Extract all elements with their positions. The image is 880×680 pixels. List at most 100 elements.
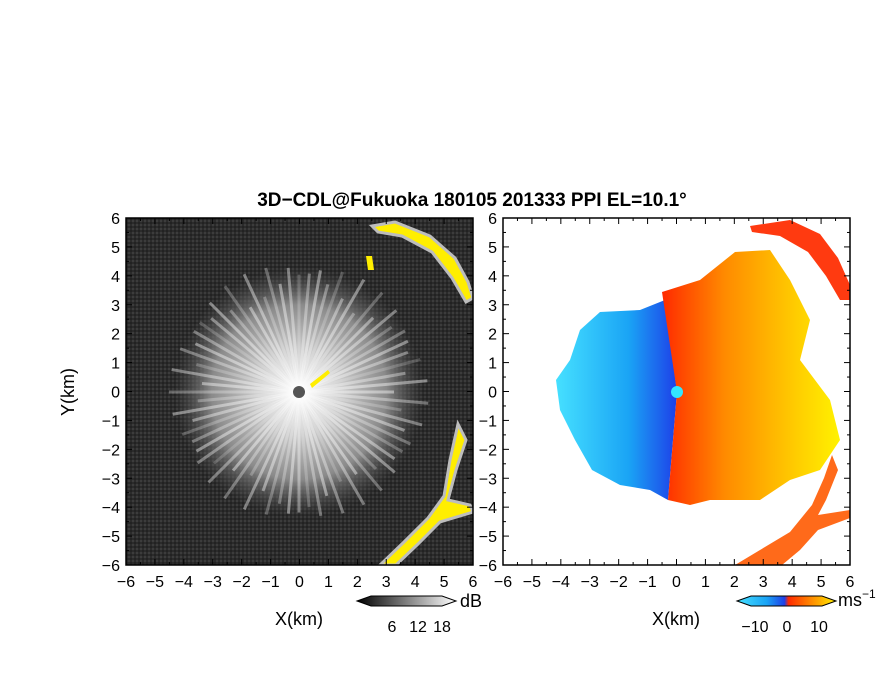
snr-beam-streak <box>297 312 356 393</box>
snr-beam-streak <box>297 391 345 514</box>
y-tick-label: 2 <box>111 327 120 344</box>
snr-beam-streak <box>212 390 300 465</box>
snr-beam-streak <box>298 309 398 394</box>
x-tick-label: 2 <box>730 574 739 591</box>
snr-beam-streak <box>297 391 323 517</box>
snr-beam-streak <box>298 379 428 394</box>
snr-beam-streak <box>298 390 429 405</box>
x-tick-label: 5 <box>817 574 826 591</box>
snr-beam-streak <box>298 390 396 474</box>
y-tick-label: −2 <box>479 442 497 459</box>
x-tick-label: 5 <box>440 574 449 591</box>
x-tick-label: −5 <box>146 574 164 591</box>
snr-panel: −6 −5 −4 −3 −2 −1 0 1 2 3 4 5 6 −6 −5 −4 −3 −2 −1 0 1 2 3 4 5 6 X… <box>58 211 478 629</box>
snr-beam-streak <box>298 371 406 394</box>
snr-beam-streak <box>172 390 300 416</box>
x-tick-label: 2 <box>353 574 362 591</box>
y-tick-label: 1 <box>488 356 497 373</box>
snr-beam-streak <box>297 390 378 471</box>
x-tick-label: −1 <box>261 574 279 591</box>
snr-beam-streak <box>196 363 300 394</box>
snr-echo-spot <box>366 256 374 270</box>
y-tick-label: 0 <box>488 385 497 402</box>
y-tick-label: −5 <box>479 529 497 546</box>
snr-echo-arc-lower <box>377 419 473 565</box>
x-tick-label: 1 <box>324 574 333 591</box>
chart-title: 3D−CDL@Fukuoka 180105 201333 PPI EL=10.1… <box>257 190 687 211</box>
y-tick-label: 0 <box>111 385 120 402</box>
snr-beam-streak <box>298 390 406 432</box>
snr-beam-streak <box>198 321 300 394</box>
x-tick-label: 1 <box>701 574 710 591</box>
velocity-axis-ticks: −6 −5 −4 −3 −2 −1 0 1 2 3 4 5 6 −6 −5 −4 −3 −2 −1 0 1 2 3 4 5 6 <box>479 211 855 591</box>
snr-beam-streak <box>262 296 301 393</box>
y-tick-label: −3 <box>479 471 497 488</box>
velocity-colorbar: −10 0 10 ms−1 <box>735 587 876 636</box>
y-tick-label: 1 <box>111 356 120 373</box>
x-tick-label: 4 <box>788 574 797 591</box>
snr-colorbar-tick: 18 <box>433 619 451 636</box>
x-tick-label: −4 <box>175 574 193 591</box>
snr-beam-streak <box>208 301 301 394</box>
velocity-receding-region <box>662 250 840 505</box>
x-tick-label: −2 <box>610 574 628 591</box>
snr-beam-streak <box>298 390 404 454</box>
snr-colorbar-bar <box>355 595 458 607</box>
y-tick-label: −5 <box>102 529 120 546</box>
snr-beam-streak <box>298 390 412 446</box>
snr-beam-streak <box>197 390 300 403</box>
snr-beam-streak <box>179 347 300 394</box>
y-tick-label: −2 <box>102 442 120 459</box>
snr-colorbar-tick: 12 <box>409 619 427 636</box>
snr-beam-streak <box>298 390 402 412</box>
snr-beam-streak <box>278 283 301 393</box>
snr-echo-ray <box>310 370 330 388</box>
snr-beam-streak <box>210 317 300 394</box>
snr-colorbar-unit: dB <box>460 591 482 611</box>
x-tick-label: −3 <box>581 574 599 591</box>
x-tick-label: −3 <box>204 574 222 591</box>
snr-beam-streak <box>171 368 300 394</box>
velocity-arc-upper <box>750 220 850 300</box>
snr-ylabel: Y(km) <box>58 368 78 416</box>
snr-colorbar-tick: 6 <box>388 619 397 636</box>
velocity-colorbar-unit-base: ms <box>838 590 862 610</box>
velocity-xlabel: X(km) <box>652 609 700 629</box>
snr-beam-streak <box>286 391 301 514</box>
x-tick-label: −1 <box>638 574 656 591</box>
snr-beam-streak <box>277 391 301 505</box>
velocity-colorbar-tick: −10 <box>741 619 768 636</box>
snr-beam-streak <box>242 391 301 510</box>
velocity-colorbar-tick: 10 <box>810 619 828 636</box>
x-tick-label: 0 <box>295 574 304 591</box>
snr-beam-streak <box>242 273 301 393</box>
snr-beam-streak <box>249 391 301 477</box>
y-tick-label: −1 <box>102 413 120 430</box>
y-tick-label: 6 <box>111 211 120 228</box>
snr-beam-streak <box>223 391 301 500</box>
snr-beam-streak <box>201 382 300 394</box>
snr-beam-streak <box>298 390 396 461</box>
snr-beam-streak <box>297 270 322 393</box>
snr-beam-streak <box>286 267 301 393</box>
y-tick-label: −6 <box>479 558 497 575</box>
snr-beam-streak <box>297 271 345 393</box>
velocity-colorbar-tick: 0 <box>783 619 792 636</box>
snr-beam-streak <box>297 391 358 475</box>
x-tick-label: 3 <box>759 574 768 591</box>
velocity-approaching-region <box>556 300 677 500</box>
snr-beam-streak <box>297 391 329 497</box>
y-tick-label: 4 <box>488 269 497 286</box>
snr-beam-streak <box>297 391 311 508</box>
x-tick-label: −2 <box>233 574 251 591</box>
y-tick-label: 4 <box>111 269 120 286</box>
y-tick-label: 3 <box>111 298 120 315</box>
snr-colorbar: 6 12 18 dB <box>355 591 482 636</box>
snr-beam-streak <box>229 309 301 393</box>
y-tick-label: 5 <box>488 240 497 257</box>
snr-beam-streak <box>298 390 423 427</box>
y-tick-label: 5 <box>111 240 120 257</box>
snr-beam-streak <box>192 390 300 422</box>
snr-rays <box>169 267 429 517</box>
